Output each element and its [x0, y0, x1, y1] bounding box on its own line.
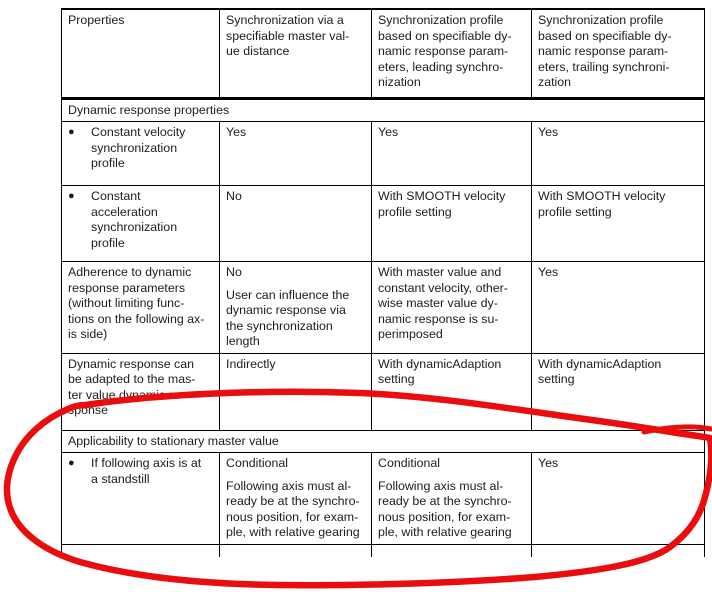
- value-paragraph: Yes: [378, 125, 399, 139]
- value-cell: Yes: [371, 121, 532, 186]
- value-paragraph: Conditional: [378, 456, 440, 470]
- value-paragraph: With SMOOTH velocity profile setting: [378, 189, 506, 219]
- table-row: Adherence to dynamic response parameters…: [61, 261, 705, 354]
- value-paragraph: With SMOOTH velocity profile setting: [538, 189, 666, 219]
- section-header: Applicability to stationary master value: [61, 429, 705, 453]
- value-paragraph: User can influence the dynamic response …: [226, 287, 350, 349]
- value-paragraph: With master value and constant velocity,…: [378, 265, 508, 341]
- value-cell: Yes: [531, 452, 705, 545]
- value-paragraph: With dynamicAdaption setting: [538, 356, 662, 387]
- value-paragraph: Conditional: [226, 456, 288, 470]
- value-paragraph: With dynamicAdaption setting: [378, 356, 502, 387]
- value-cell: With master value and constant velocity,…: [371, 261, 532, 354]
- property-cell: ● Constant velocity synchronization profi…: [61, 121, 220, 186]
- bullet-icon: ●: [68, 126, 75, 138]
- column-header: Synchronization profile based on specifi…: [371, 8, 532, 100]
- table-header: Properties Synchronization via a specifia…: [61, 8, 705, 100]
- value-paragraph: No: [226, 189, 242, 203]
- property-cell: Adherence to dynamic response parameters…: [61, 261, 220, 354]
- property-label: If following axis is at a standstill: [91, 456, 202, 486]
- value-paragraph: Indirectly: [226, 356, 276, 371]
- property-cell: Dynamic response can be adapted to the m…: [61, 352, 220, 431]
- value-paragraph: Yes: [538, 265, 559, 279]
- table-row: ● If following axis is at a standstill Con…: [61, 452, 705, 545]
- value-cell: No User can influence the dynamic respons…: [219, 261, 372, 354]
- property-label: Dynamic response can be adapted to the m…: [68, 356, 196, 418]
- value-cell: With dynamicAdaption setting: [371, 352, 532, 431]
- table-row: Dynamic response can be adapted to the m…: [61, 352, 705, 431]
- table-container: Properties Synchronization via a specifia…: [61, 8, 705, 557]
- column-header: Properties: [61, 8, 220, 100]
- property-cell: ● If following axis is at a standstill: [61, 452, 220, 545]
- cut-off-cell: [219, 543, 372, 557]
- bullet-icon: ●: [68, 457, 75, 469]
- cut-off-cell: [61, 543, 220, 557]
- comparison-table: Properties Synchronization via a specifia…: [61, 8, 705, 557]
- value-cell: With SMOOTH velocity profile setting: [371, 185, 532, 262]
- value-paragraph: Yes: [538, 125, 559, 139]
- cut-off-cell: [531, 543, 705, 557]
- bullet-icon: ●: [68, 190, 75, 202]
- property-label: Constant velocity synchronization profil…: [91, 125, 186, 170]
- column-header: Synchronization via a specifiable master…: [219, 8, 372, 100]
- value-cell: Yes: [219, 121, 372, 186]
- value-cell: With dynamicAdaption setting: [531, 352, 705, 431]
- value-cell: Indirectly: [219, 352, 372, 431]
- value-paragraph: Following axis must al- ready be at the …: [226, 478, 360, 540]
- table-body: Dynamic response properties ● Constant vel…: [61, 97, 705, 557]
- property-cell: ● Constant acceleration synchronization p…: [61, 185, 220, 262]
- value-paragraph: Following axis must al- ready be at the …: [378, 478, 512, 540]
- value-paragraph: No: [226, 265, 242, 279]
- value-cell: Yes: [531, 261, 705, 354]
- column-header: Synchronization profile based on specifi…: [531, 8, 705, 100]
- value-cell: Yes: [531, 121, 705, 186]
- property-label: Adherence to dynamic response parameters…: [68, 265, 205, 341]
- property-label: Constant acceleration synchronization pr…: [91, 189, 178, 250]
- value-cell: No: [219, 185, 372, 262]
- table-row: ● Constant velocity synchronization profi…: [61, 121, 705, 186]
- section-header: Dynamic response properties: [61, 97, 705, 122]
- value-cell: With SMOOTH velocity profile setting: [531, 185, 705, 262]
- table-row: ● Constant acceleration synchronization p…: [61, 185, 705, 262]
- value-cell: Conditional Following axis must al- ready…: [371, 452, 532, 545]
- value-cell: Conditional Following axis must al- ready…: [219, 452, 372, 545]
- cut-off-row: [61, 543, 705, 557]
- value-paragraph: Yes: [538, 456, 559, 470]
- cut-off-cell: [371, 543, 532, 557]
- value-paragraph: Yes: [226, 125, 247, 139]
